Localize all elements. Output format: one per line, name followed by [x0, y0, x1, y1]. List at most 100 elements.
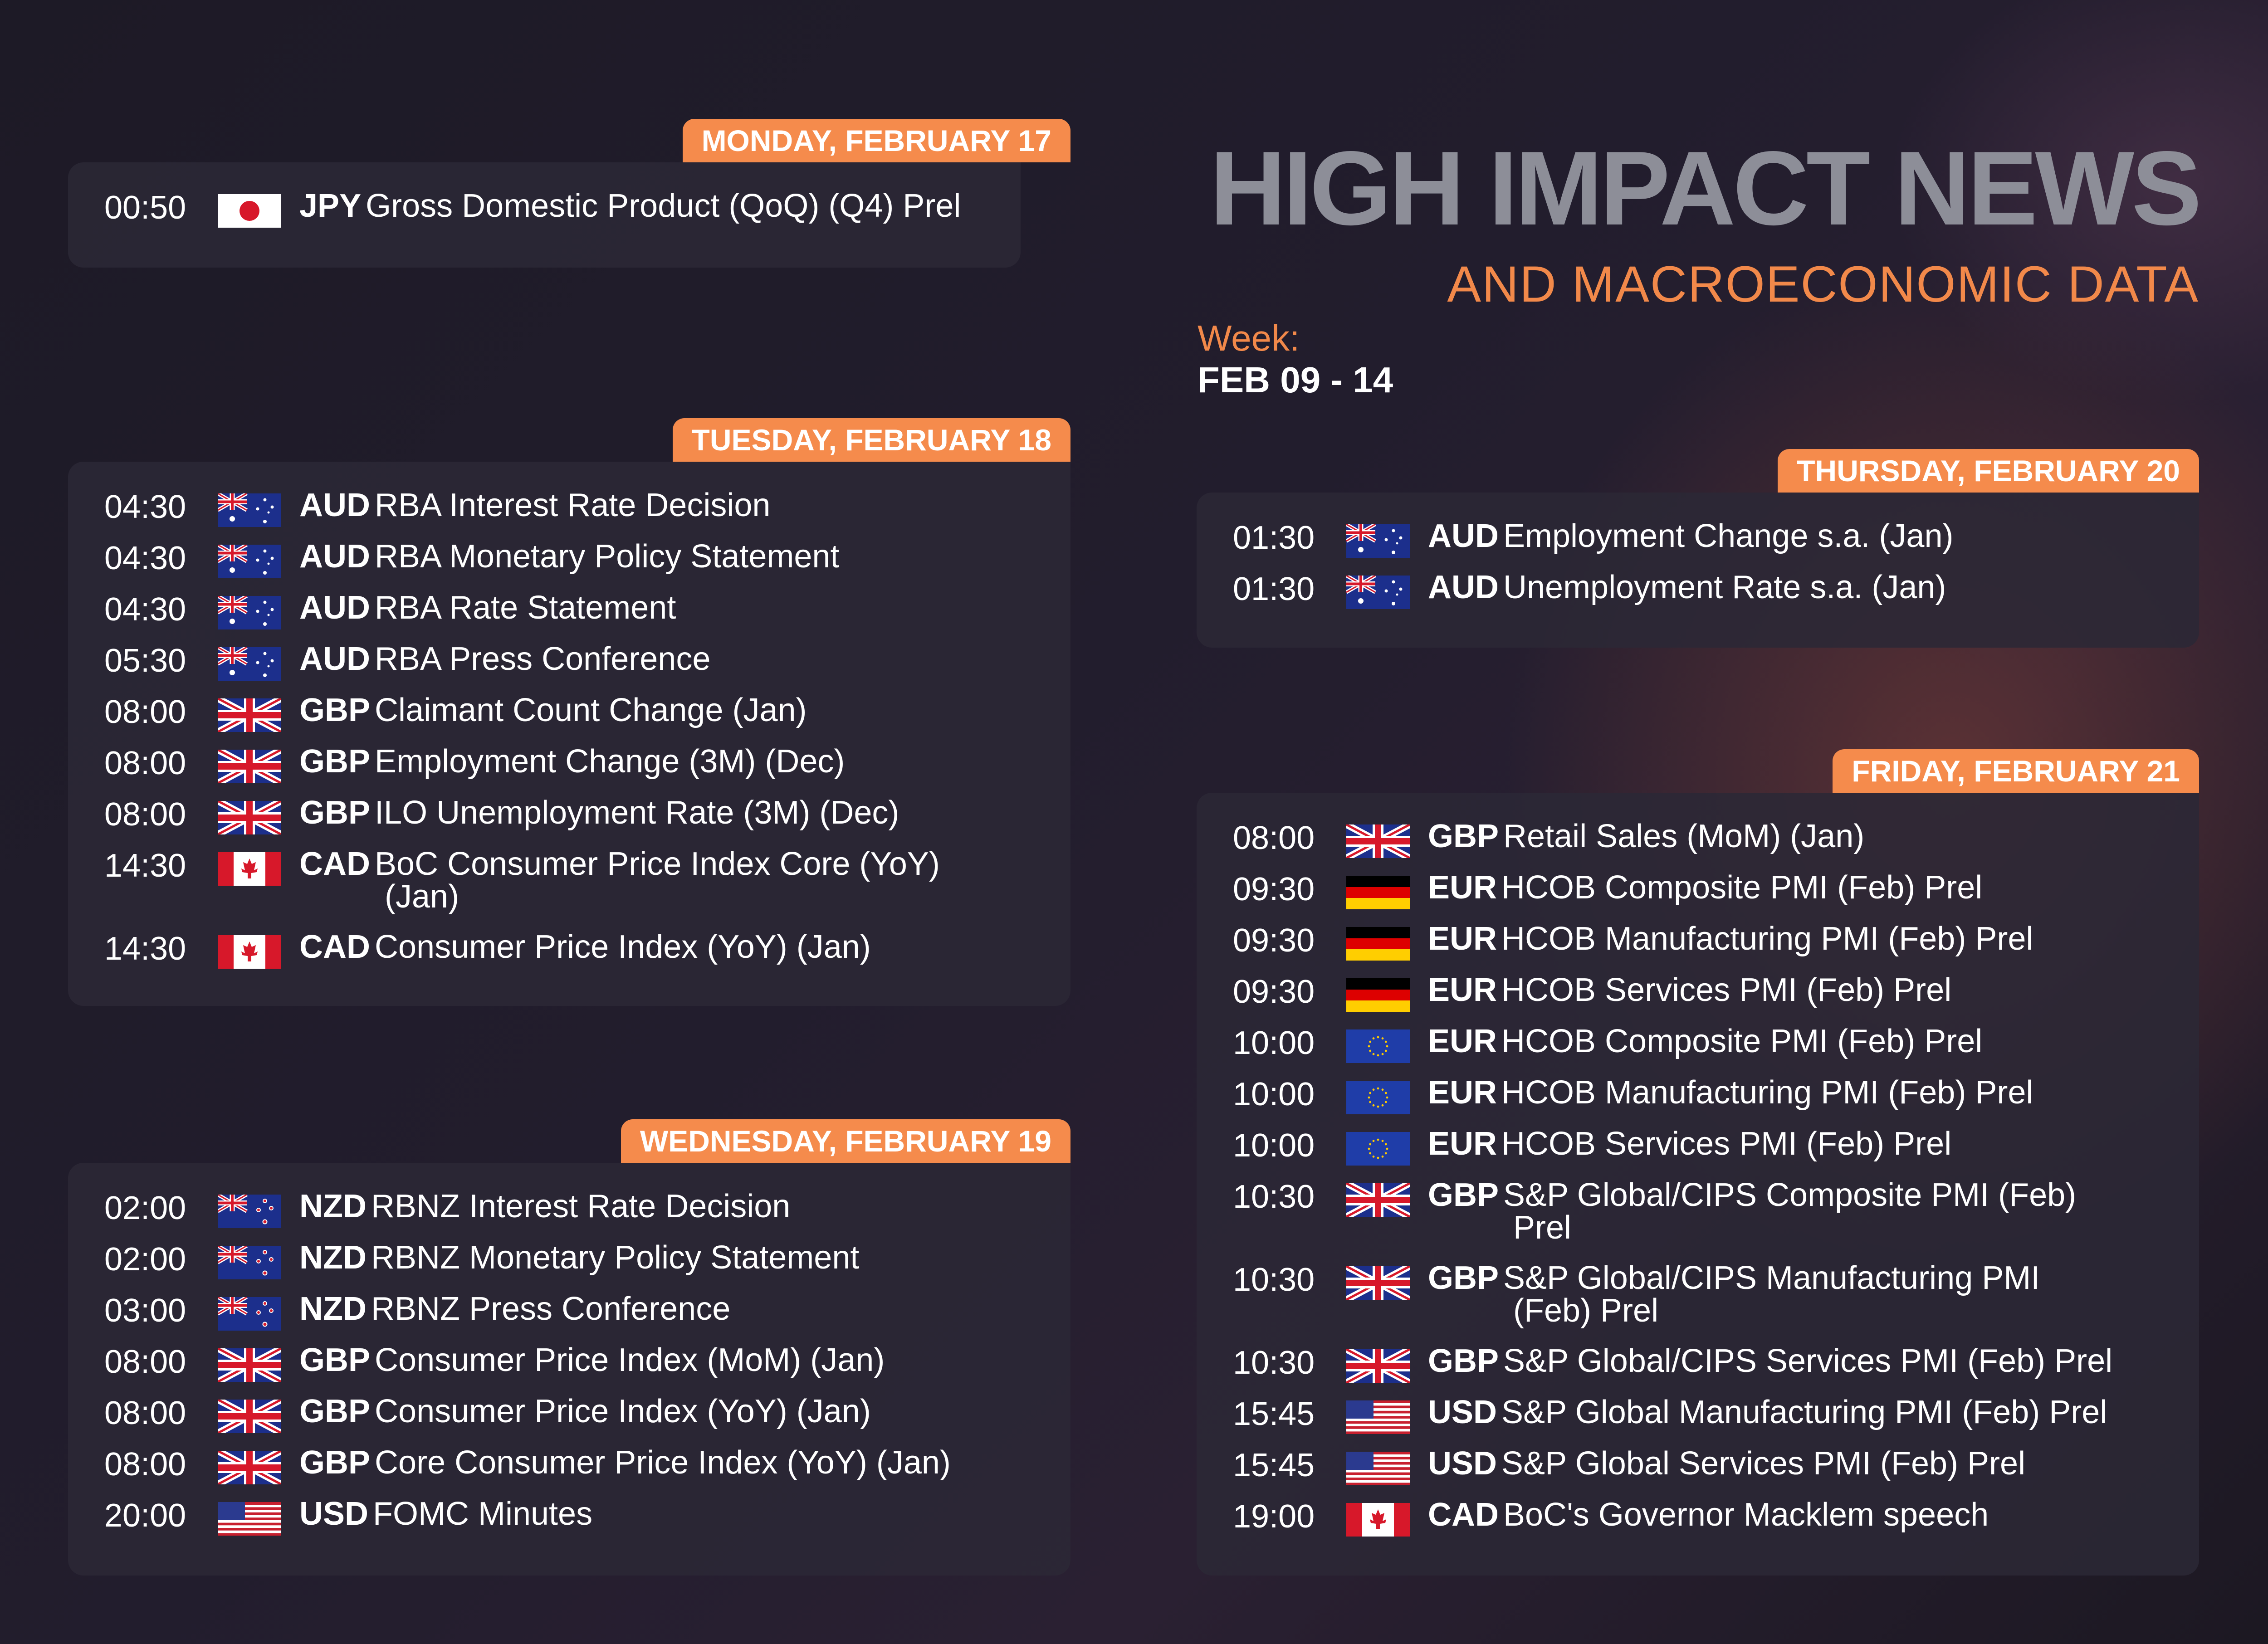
event-text: EUR HCOB Services PMI (Feb) Prel — [1428, 974, 2172, 1006]
eu-flag-icon — [1346, 1132, 1410, 1166]
event-time: 01:30 — [1233, 571, 1315, 607]
day-tuesday: TUESDAY, FEBRUARY 18 04:30 AUD RBA Interes… — [68, 418, 1070, 1006]
event-text: EUR HCOB Services PMI (Feb) Prel — [1428, 1127, 2172, 1160]
event-currency: AUD — [1428, 569, 1499, 605]
event-currency: GBP — [299, 743, 371, 780]
event-currency: NZD — [299, 1239, 367, 1276]
event-text: GBP Claimant Count Change (Jan) — [299, 694, 1043, 727]
event-row: 10:00 EUR HCOB Services PMI (Feb) Prel — [1197, 1127, 2199, 1179]
event-time: 08:00 — [104, 745, 186, 781]
event-description: S&P Global Manufacturing PMI (Feb) Prel — [1501, 1394, 2107, 1430]
event-row: 15:45 USD S&P Global Services PMI (Feb) Pr… — [1197, 1447, 2199, 1498]
event-row: 09:30 EUR HCOB Services PMI (Feb) Prel — [1197, 974, 2199, 1025]
event-text: EUR HCOB Composite PMI (Feb) Prel — [1428, 1025, 2172, 1058]
event-time: 03:00 — [104, 1293, 186, 1329]
event-time: 04:30 — [104, 489, 186, 525]
event-currency: GBP — [299, 1342, 371, 1378]
event-text: GBP S&P Global/CIPS Composite PMI (Feb) Pr… — [1428, 1179, 2172, 1244]
event-description: Consumer Price Index (YoY) (Jan) — [375, 1393, 871, 1429]
event-text: AUD Unemployment Rate s.a. (Jan) — [1428, 571, 2172, 604]
event-text: GBP Retail Sales (MoM) (Jan) — [1428, 820, 2172, 853]
event-currency: AUD — [299, 590, 370, 626]
event-description: ILO Unemployment Rate (3M) (Dec) — [375, 795, 899, 831]
event-description: RBA Monetary Policy Statement — [375, 538, 840, 575]
day-label: FRIDAY, FEBRUARY 21 — [1833, 749, 2199, 793]
day-label: MONDAY, FEBRUARY 17 — [682, 119, 1070, 162]
event-text: CAD BoC's Governor Macklem speech — [1428, 1498, 2172, 1531]
event-row: 08:00 GBP Employment Change (3M) (Dec) — [68, 745, 1070, 796]
event-text: GBP Consumer Price Index (MoM) (Jan) — [299, 1344, 1043, 1376]
event-description: Employment Change s.a. (Jan) — [1503, 518, 1954, 554]
day-label: THURSDAY, FEBRUARY 20 — [1778, 449, 2199, 493]
event-text: GBP Core Consumer Price Index (YoY) (Jan) — [299, 1446, 1043, 1479]
event-description: Consumer Price Index (YoY) (Jan) — [375, 929, 871, 965]
events-card: 08:00 GBP Retail Sales (MoM) (Jan) 09:30 EUR… — [1197, 793, 2199, 1576]
event-time: 09:30 — [1233, 922, 1315, 959]
eu-flag-icon — [1346, 1081, 1410, 1114]
australia-flag-icon — [1346, 524, 1410, 558]
germany-flag-icon — [1346, 978, 1410, 1012]
event-currency: AUD — [299, 538, 370, 575]
event-time: 10:00 — [1233, 1076, 1315, 1112]
event-description: HCOB Manufacturing PMI (Feb) Prel — [1501, 921, 2033, 957]
event-currency: EUR — [1428, 869, 1497, 906]
event-currency: EUR — [1428, 1126, 1497, 1162]
event-text: USD S&P Global Services PMI (Feb) Prel — [1428, 1447, 2172, 1480]
event-currency: GBP — [299, 795, 371, 831]
uk-flag-icon — [218, 801, 281, 834]
event-currency: USD — [1428, 1394, 1497, 1430]
germany-flag-icon — [1346, 927, 1410, 961]
event-currency: EUR — [1428, 1023, 1497, 1059]
event-row: 14:30 CAD BoC Consumer Price Index Core (Y… — [68, 848, 1070, 931]
events-card: 04:30 AUD RBA Interest Rate Decision 04:30 A… — [68, 462, 1070, 1006]
event-currency: CAD — [299, 929, 370, 965]
new-zealand-flag-icon — [218, 1246, 281, 1279]
event-text: GBP S&P Global/CIPS Services PMI (Feb) Pr… — [1428, 1345, 2172, 1377]
event-time: 04:30 — [104, 591, 186, 628]
event-currency: GBP — [1428, 1177, 1499, 1213]
event-currency: CAD — [1428, 1497, 1499, 1533]
event-currency: GBP — [299, 692, 371, 728]
event-row: 10:30 GBP S&P Global/CIPS Services PMI (Fe… — [1197, 1345, 2199, 1396]
event-text: GBP Consumer Price Index (YoY) (Jan) — [299, 1395, 1043, 1428]
event-text: CAD BoC Consumer Price Index Core (YoY) (J… — [299, 848, 1043, 913]
event-description: BoC Consumer Price Index Core (YoY) — [375, 846, 940, 882]
uk-flag-icon — [218, 1400, 281, 1433]
event-time: 14:30 — [104, 931, 186, 967]
event-description: Unemployment Rate s.a. (Jan) — [1503, 569, 1946, 605]
event-row: 08:00 GBP Core Consumer Price Index (YoY) … — [68, 1446, 1070, 1498]
canada-flag-icon — [218, 852, 281, 886]
event-currency: AUD — [299, 487, 370, 523]
event-time: 10:30 — [1233, 1345, 1315, 1381]
day-monday: MONDAY, FEBRUARY 17 00:50 JPY Gross Domest… — [68, 119, 1070, 268]
event-row: 08:00 GBP Retail Sales (MoM) (Jan) — [1197, 820, 2199, 871]
event-row: 04:30 AUD RBA Rate Statement — [68, 591, 1070, 643]
event-text: AUD RBA Rate Statement — [299, 591, 1043, 624]
event-currency: EUR — [1428, 1074, 1497, 1111]
week-range: FEB 09 - 14 — [1198, 360, 1393, 400]
australia-flag-icon — [218, 596, 281, 629]
event-row: 10:30 GBP S&P Global/CIPS Composite PMI (F… — [1197, 1179, 2199, 1262]
day-wednesday: WEDNESDAY, FEBRUARY 19 02:00 NZD RBNZ Inte… — [68, 1119, 1070, 1576]
event-time: 08:00 — [104, 1395, 186, 1431]
event-text: EUR HCOB Manufacturing PMI (Feb) Prel — [1428, 922, 2172, 955]
event-currency: AUD — [1428, 518, 1499, 554]
event-description: Retail Sales (MoM) (Jan) — [1503, 818, 1865, 854]
day-friday: FRIDAY, FEBRUARY 21 08:00 GBP Retail Sales… — [1197, 749, 2199, 1576]
event-currency: NZD — [299, 1188, 367, 1224]
event-time: 10:00 — [1233, 1025, 1315, 1061]
events-card: 00:50 JPY Gross Domestic Product (QoQ) (Q4… — [68, 162, 1021, 268]
event-text: GBP Employment Change (3M) (Dec) — [299, 745, 1043, 778]
event-row: 05:30 AUD RBA Press Conference — [68, 643, 1070, 694]
uk-flag-icon — [1346, 824, 1410, 858]
event-time: 20:00 — [104, 1498, 186, 1534]
new-zealand-flag-icon — [218, 1195, 281, 1228]
event-description: S&P Global Services PMI (Feb) Prel — [1501, 1445, 2026, 1482]
event-text: AUD RBA Monetary Policy Statement — [299, 540, 1043, 573]
event-description: Consumer Price Index (MoM) (Jan) — [375, 1342, 885, 1378]
australia-flag-icon — [218, 647, 281, 681]
event-currency: JPY — [299, 188, 362, 224]
event-text: JPY Gross Domestic Product (QoQ) (Q4) Pre… — [299, 190, 993, 222]
event-row: 01:30 AUD Employment Change s.a. (Jan) — [1197, 520, 2199, 571]
event-description: BoC's Governor Macklem speech — [1503, 1497, 1989, 1533]
